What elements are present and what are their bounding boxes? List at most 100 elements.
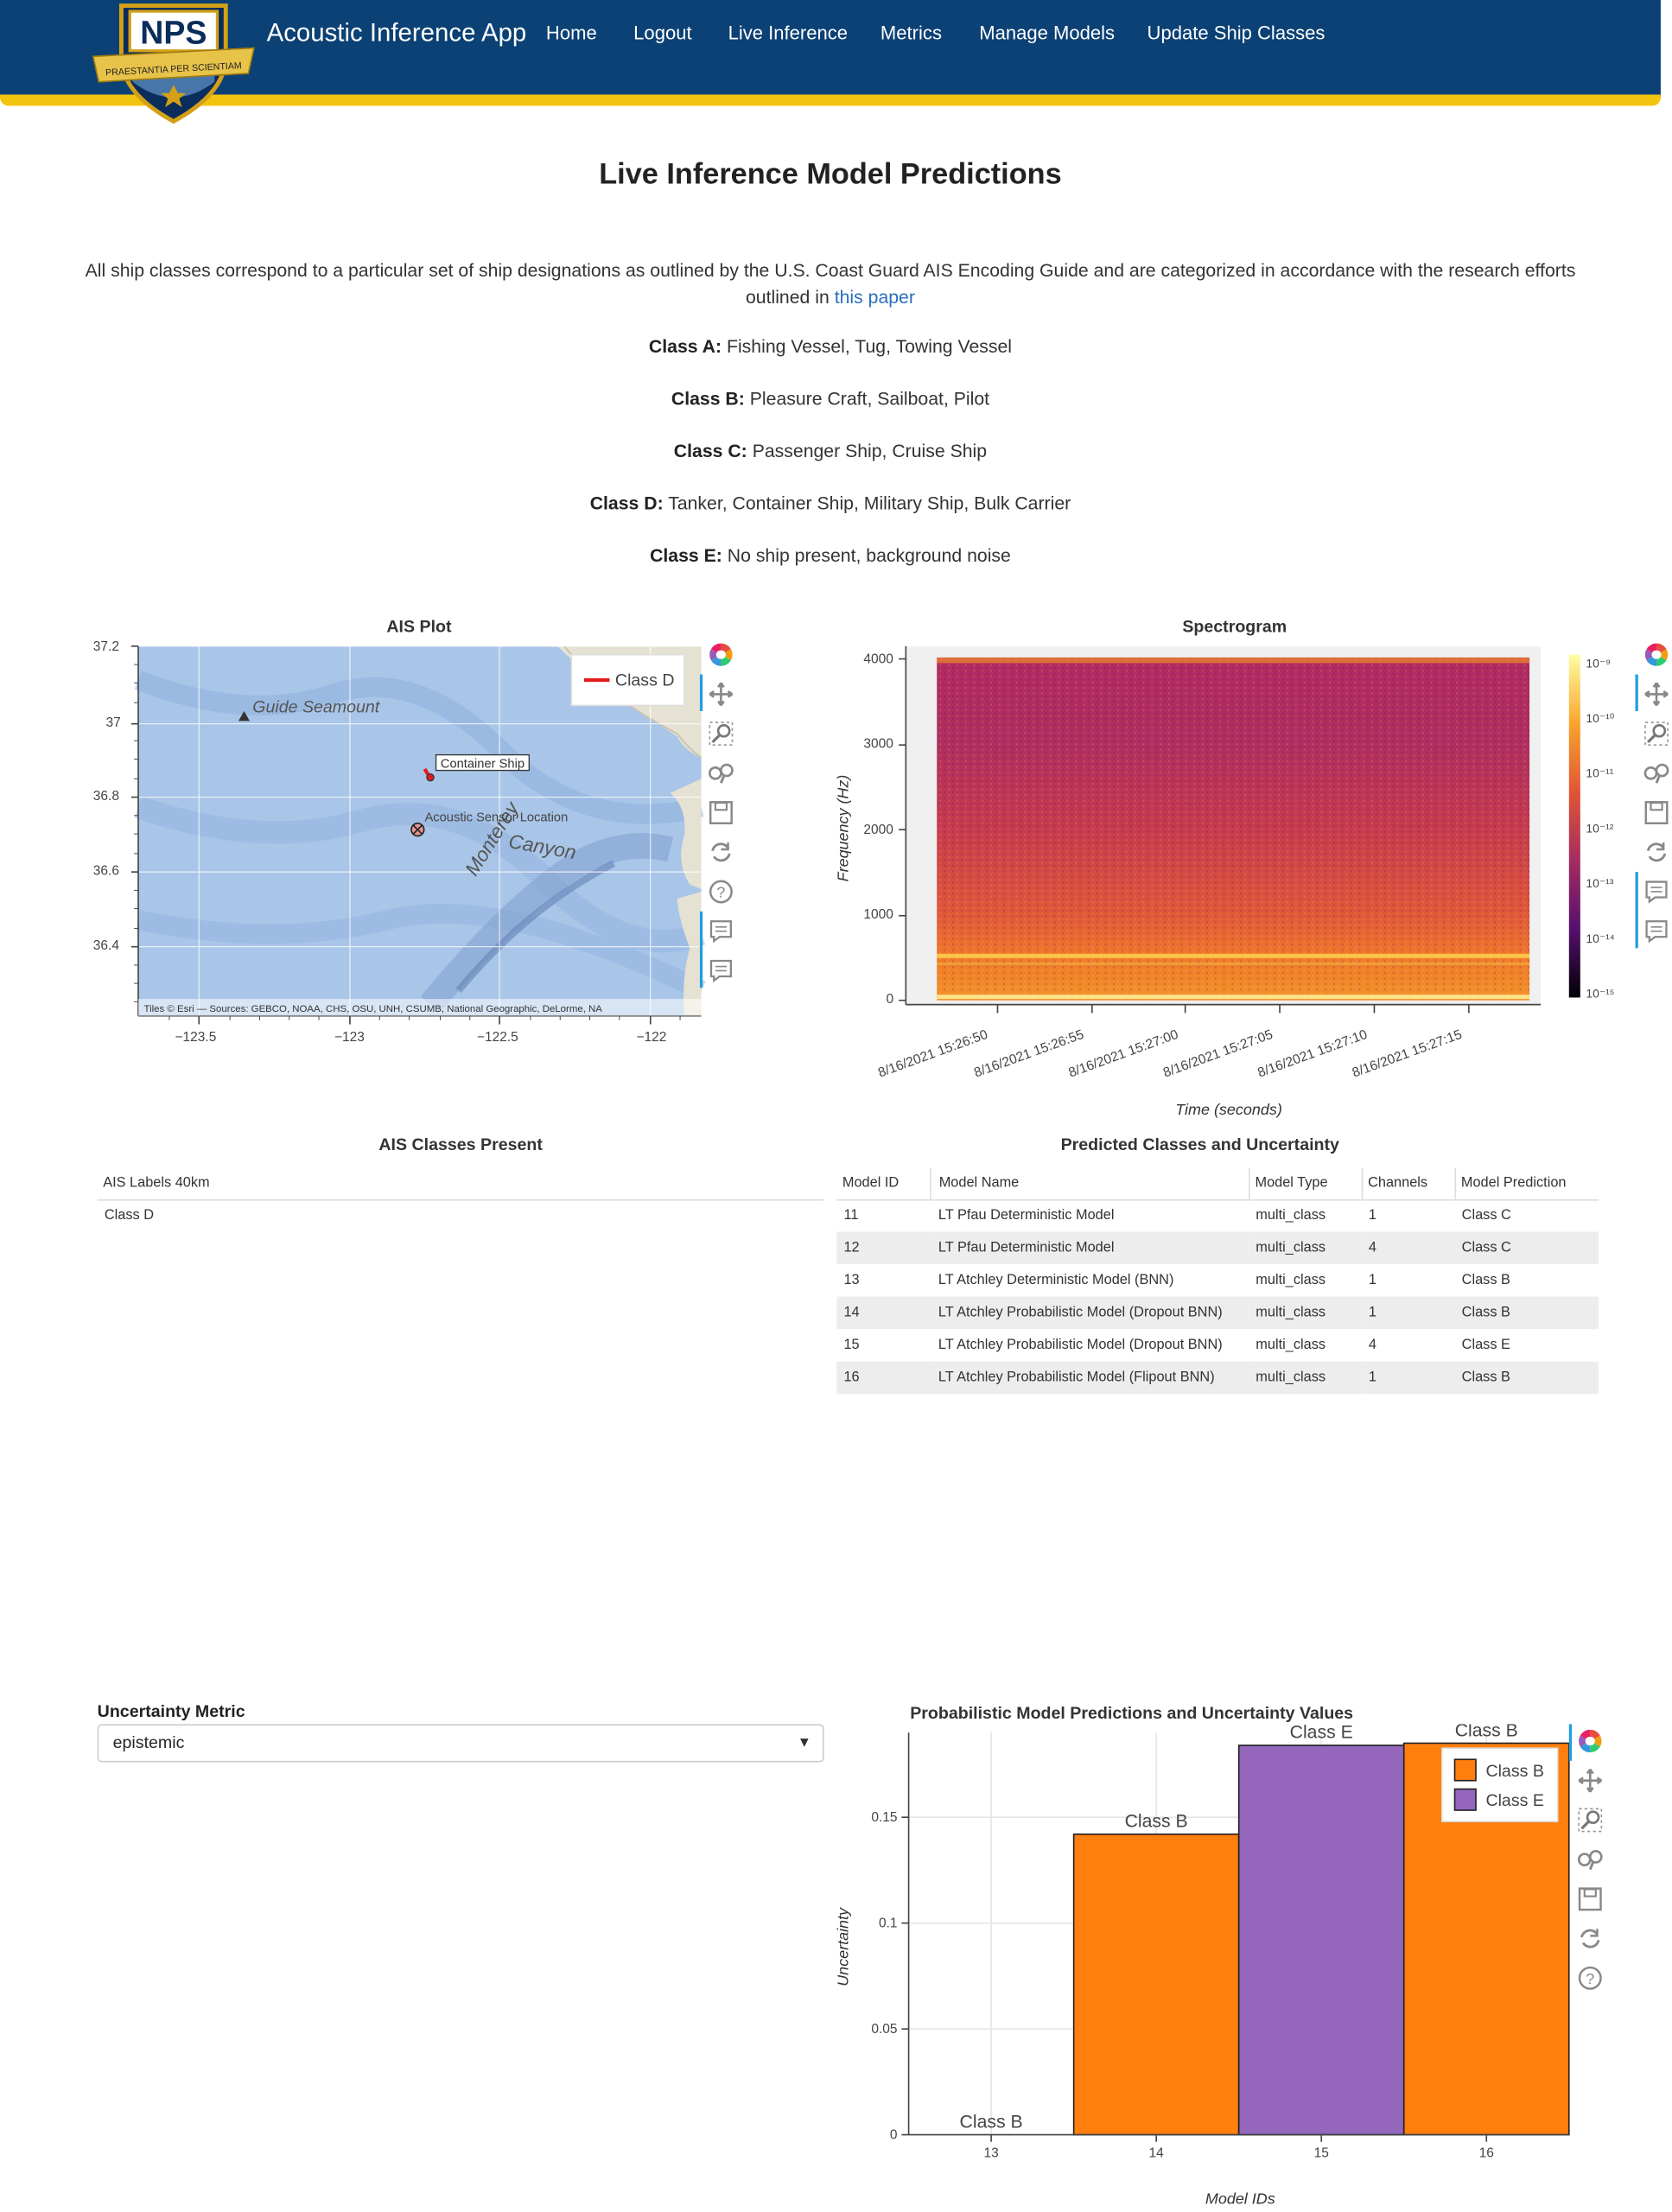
wheel-zoom-icon[interactable]: [1643, 760, 1669, 785]
table-cell: 11: [843, 1208, 859, 1224]
bokeh-logo-icon[interactable]: [1643, 642, 1669, 667]
table-row[interactable]: 16 LT Atchley Probabilistic Model (Flipou…: [836, 1361, 1599, 1395]
ais-plot-title: AIS Plot: [386, 616, 452, 637]
table-row[interactable]: 14 LT Atchley Probabilistic Model (Dropou…: [836, 1296, 1599, 1330]
legend-label: Class B: [1485, 1762, 1543, 1781]
header-model-prediction[interactable]: Model Prediction: [1453, 1168, 1599, 1200]
save-icon[interactable]: [1578, 1886, 1603, 1911]
svg-text:?: ?: [716, 884, 725, 901]
pan-icon[interactable]: [1643, 682, 1669, 707]
header-channels[interactable]: Channels: [1360, 1168, 1455, 1200]
ais-ytick: 36.8: [92, 788, 119, 804]
hover-icon[interactable]: [709, 918, 734, 944]
app-title[interactable]: Acoustic Inference App: [266, 18, 527, 47]
ship-label: Container Ship: [441, 757, 524, 771]
legend-label: Class E: [1485, 1791, 1543, 1810]
colorbar-tick: 10⁻¹⁴: [1586, 931, 1615, 946]
hover-icon[interactable]: [1643, 918, 1669, 944]
bar-label: Class B: [960, 2112, 1023, 2132]
colorbar-tick: 10⁻¹⁰: [1586, 710, 1615, 726]
table-row[interactable]: 11 LT Pfau Deterministic Model multi_class…: [836, 1199, 1599, 1232]
bar-label: Class B: [1455, 1724, 1518, 1740]
save-icon[interactable]: [709, 800, 734, 825]
table-cell: Class C: [1461, 1208, 1511, 1224]
wheel-zoom-icon[interactable]: [1577, 1847, 1603, 1872]
class-c-label: Class C:: [673, 440, 747, 461]
spectrogram-plot[interactable]: Frequency (Hz): [832, 638, 1650, 1132]
spectrogram-colorbar: [1568, 654, 1580, 998]
ship-marker[interactable]: [426, 772, 435, 782]
ais-ytick: 37: [105, 715, 121, 731]
hover-icon[interactable]: [1643, 879, 1669, 904]
header-model-name[interactable]: Model Name: [929, 1168, 1249, 1200]
intro-body: All ship classes correspond to a particu…: [85, 259, 1576, 308]
pan-icon[interactable]: [709, 682, 734, 707]
bar-model-15[interactable]: [1237, 1745, 1405, 2136]
class-b-line: Class B: Pleasure Craft, Sailboat, Pilot: [0, 388, 1661, 409]
spec-ytick: 3000: [863, 736, 893, 753]
hover-icon[interactable]: [709, 958, 734, 983]
help-icon[interactable]: ?: [709, 879, 734, 904]
bokeh-logo-icon[interactable]: [709, 642, 734, 667]
table-row[interactable]: 12 LT Pfau Deterministic Model multi_class…: [836, 1231, 1599, 1265]
colorbar-tick: 10⁻¹⁵: [1586, 986, 1615, 1001]
reset-icon[interactable]: [709, 840, 734, 865]
table-cell: 1: [1361, 1361, 1455, 1395]
nav-metrics[interactable]: Metrics: [880, 22, 942, 44]
class-c-line: Class C: Passenger Ship, Cruise Ship: [0, 440, 1661, 461]
y-tick-label: 0.15: [871, 1810, 897, 1825]
ais-ytick: 37.2: [92, 639, 119, 655]
svg-text:?: ?: [1586, 1970, 1594, 1987]
colorbar-tick: 10⁻⁹: [1586, 656, 1612, 671]
table-cell: Class D: [104, 1208, 155, 1224]
box-zoom-icon[interactable]: [1643, 721, 1669, 746]
spectrogram-xlabel: Time (seconds): [1175, 1102, 1282, 1119]
table-cell: 13: [843, 1272, 860, 1288]
pan-icon[interactable]: [1578, 1768, 1603, 1793]
nav-update-ship-classes[interactable]: Update Ship Classes: [1147, 22, 1326, 44]
nps-logo[interactable]: NPS PRAESTANTIA PER SCIENTIAM: [91, 0, 257, 124]
table-cell: Class B: [1461, 1272, 1510, 1288]
ais-classes-table: AIS Labels 40km Class D: [97, 1168, 824, 1232]
uncertainty-metric-select[interactable]: epistemic ▼: [97, 1724, 824, 1763]
nav-live-inference[interactable]: Live Inference: [728, 22, 849, 44]
table-cell: LT Atchley Deterministic Model (BNN): [938, 1272, 1174, 1288]
class-e-desc: No ship present, background noise: [727, 544, 1011, 566]
table-row[interactable]: Class D: [98, 1199, 824, 1232]
class-e-line: Class E: No ship present, background noi…: [0, 544, 1661, 565]
bokeh-logo-icon[interactable]: [1578, 1728, 1603, 1753]
spec-ytick: 0: [886, 991, 894, 1007]
legend-swatch: [1453, 1788, 1477, 1811]
save-icon[interactable]: [1643, 800, 1669, 825]
nav-manage-models[interactable]: Manage Models: [979, 22, 1116, 44]
nav-home[interactable]: Home: [545, 22, 597, 44]
paper-link[interactable]: this paper: [834, 286, 915, 308]
table-row[interactable]: 15 LT Atchley Probabilistic Model (Dropou…: [836, 1329, 1599, 1362]
ais-legend-label: Class D: [615, 671, 675, 690]
table-cell: multi_class: [1256, 1337, 1326, 1353]
header-model-type[interactable]: Model Type: [1248, 1168, 1362, 1200]
header-model-id[interactable]: Model ID: [836, 1168, 931, 1200]
ais-map[interactable]: Guide Seamount Monterey Canyon Container…: [78, 638, 713, 1061]
uncertainty-bar-chart[interactable]: Class B Class B Class E Class B 0 0.05 0.1 0.1…: [832, 1724, 1622, 2212]
box-zoom-icon[interactable]: [709, 721, 734, 746]
table-cell: Class E: [1461, 1337, 1510, 1353]
ais-classes-header[interactable]: AIS Labels 40km: [97, 1168, 824, 1200]
bar-label: Class E: [1290, 1724, 1353, 1742]
class-b-desc: Pleasure Craft, Sailboat, Pilot: [749, 388, 990, 410]
nav-logout[interactable]: Logout: [633, 22, 692, 44]
reset-icon[interactable]: [1643, 840, 1669, 865]
table-cell: 1: [1368, 1272, 1376, 1288]
wheel-zoom-icon[interactable]: [709, 760, 734, 785]
colorbar-tick: 10⁻¹²: [1586, 821, 1614, 836]
ais-ytick: 36.6: [92, 863, 119, 880]
table-cell: LT Pfau Deterministic Model: [938, 1208, 1115, 1224]
box-zoom-icon[interactable]: [1578, 1808, 1603, 1833]
help-icon[interactable]: ?: [1578, 1966, 1603, 1991]
bar-model-14[interactable]: [1072, 1833, 1240, 2136]
intro-text: All ship classes correspond to a particu…: [85, 257, 1576, 310]
reset-icon[interactable]: [1578, 1926, 1603, 1951]
class-d-desc: Tanker, Container Ship, Military Ship, B…: [668, 492, 1071, 514]
table-row[interactable]: 13 LT Atchley Deterministic Model (BNN) mu…: [836, 1264, 1599, 1297]
table-cell: multi_class: [1249, 1296, 1362, 1330]
